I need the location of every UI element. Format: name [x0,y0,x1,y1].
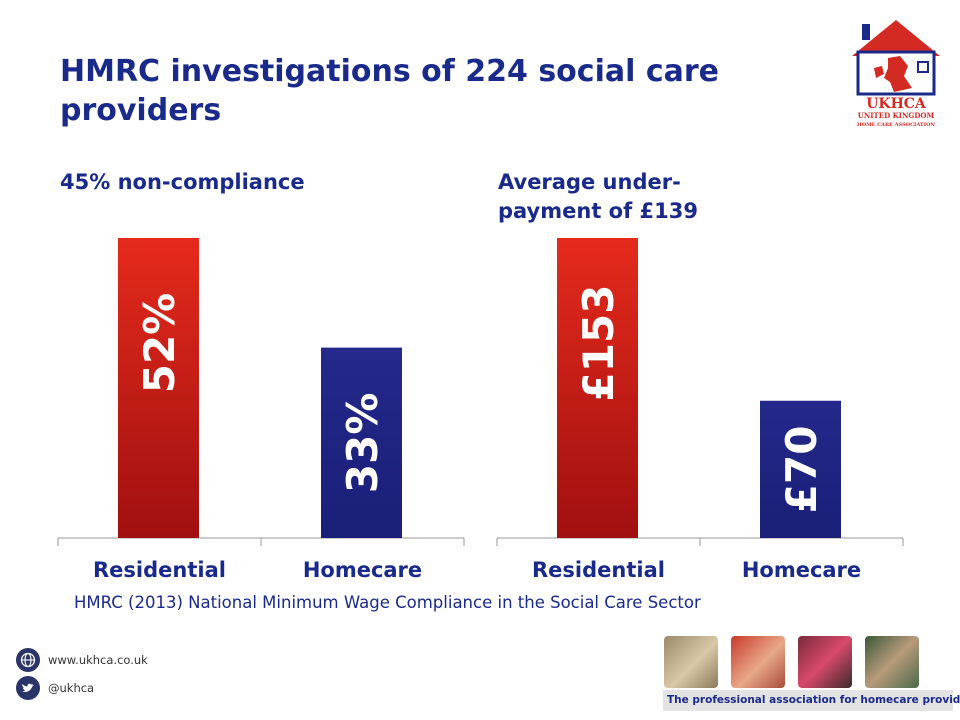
category-label-residential: Residential [532,558,665,582]
data-label-homecare: £70 [777,426,826,514]
category-label-homecare: Homecare [303,558,422,582]
bar-homecare [760,400,841,538]
category-label-residential: Residential [93,558,226,582]
footer-tagline: The professional association for homecar… [663,690,960,711]
photo-smiling-man [731,636,785,688]
data-label-residential: 52% [135,293,184,394]
website-link[interactable]: www.ukhca.co.uk [16,648,148,672]
bar-homecare [321,347,402,538]
twitter-bird-icon [16,676,40,700]
photo-elderly-woman [865,636,919,688]
ukhca-logo: UKHCA UNITED KINGDOM HOME CARE ASSOCIATI… [852,20,940,128]
logo-name: UKHCA [866,96,927,112]
data-label-residential: £153 [574,285,623,402]
source-citation: HMRC (2013) National Minimum Wage Compli… [74,593,701,612]
chart-2-title: Average under-payment of £139 [498,170,698,223]
twitter-handle: @ukhca [48,681,95,695]
chart-underpayment: £153 Residential £70 Homecare [496,238,904,582]
logo-line-3: HOME CARE ASSOCIATION [857,122,935,128]
chart-1-title: 45% non-compliance [60,170,305,194]
photo-strip [664,636,919,688]
bar-residential [118,238,199,538]
website-text: www.ukhca.co.uk [48,653,148,667]
category-label-homecare: Homecare [742,558,861,582]
data-label-homecare: 33% [338,393,387,494]
slide-title: HMRC investigations of 224 social care p… [60,54,720,128]
photo-carer-helping [798,636,852,688]
photo-carer-walking [664,636,718,688]
twitter-link[interactable]: @ukhca [16,676,94,700]
bar-residential [557,238,638,538]
chart-non-compliance: 52% Residential 33% Homecare [57,238,465,582]
globe-icon [16,648,40,672]
logo-line-2: UNITED KINGDOM [858,111,935,120]
